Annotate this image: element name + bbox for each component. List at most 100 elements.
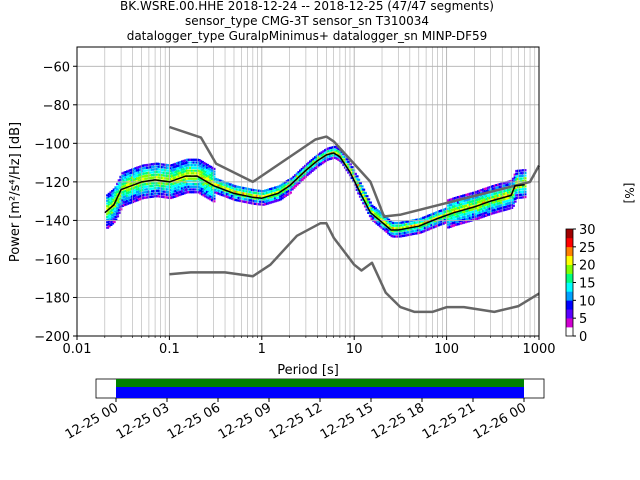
pdf-cell — [320, 162, 324, 165]
pdf-cell — [154, 187, 158, 190]
pdf-cell — [518, 191, 522, 194]
pdf-cell — [235, 199, 239, 202]
pdf-cell — [503, 189, 507, 192]
pdf-cell — [463, 207, 467, 210]
pdf-cell — [285, 182, 289, 186]
pdf-cell — [297, 181, 301, 185]
pdf-cell — [513, 197, 517, 200]
pdf-cell — [210, 166, 214, 169]
pdf-cell — [470, 208, 474, 211]
pdf-cell — [127, 169, 131, 172]
pdf-cell — [249, 201, 253, 205]
pdf-cell — [207, 175, 211, 178]
pdf-cell — [202, 188, 206, 192]
pdf-cell — [139, 173, 143, 176]
pdf-cell — [230, 189, 234, 192]
pdf-cell — [495, 208, 499, 211]
pdf-cell — [187, 169, 191, 172]
pdf-cell — [520, 185, 524, 188]
pdf-cell — [124, 171, 128, 174]
pdf-cell — [418, 231, 422, 234]
pdf-cell — [437, 218, 441, 221]
title-line: datalogger_type GuralpMinimus+ datalogge… — [127, 29, 488, 43]
pdf-cell — [478, 200, 482, 203]
pdf-cell — [111, 206, 115, 209]
pdf-cell — [300, 178, 304, 181]
pdf-cell — [202, 164, 206, 167]
pdf-cell — [252, 197, 256, 200]
pdf-cell — [185, 191, 189, 194]
pdf-cell — [137, 166, 141, 169]
pdf-cell — [139, 192, 143, 195]
pdf-cell — [460, 200, 464, 203]
pdf-cell — [174, 168, 178, 171]
pdf-cell — [390, 226, 394, 230]
pdf-cell — [510, 204, 514, 207]
pdf-cell — [324, 157, 327, 160]
pdf-cell — [182, 186, 186, 189]
pdf-cell — [106, 221, 110, 224]
pdf-cell — [495, 200, 499, 203]
pdf-cell — [403, 229, 407, 232]
pdf-cell — [415, 224, 419, 227]
pdf-cell — [136, 185, 139, 188]
pdf-cell — [312, 168, 316, 171]
y-axis-ticks: −200−180−160−140−120−100−80−60 — [34, 60, 77, 345]
pdf-cell — [510, 190, 514, 193]
pdf-cell — [212, 175, 216, 179]
pdf-cell — [488, 188, 492, 191]
pdf-cell — [154, 162, 158, 165]
pdf-cell — [111, 190, 115, 193]
pdf-cell — [124, 203, 128, 206]
y-tick-label: −200 — [34, 330, 70, 345]
pdf-cell — [427, 220, 431, 223]
pdf-cell — [284, 194, 287, 197]
pdf-cell — [460, 211, 464, 214]
pdf-cell — [382, 219, 386, 222]
pdf-cell — [151, 165, 154, 169]
pdf-cell — [488, 194, 492, 197]
pdf-cell — [398, 229, 402, 233]
pdf-cell — [413, 229, 417, 232]
pdf-cell — [496, 191, 500, 194]
pdf-cell — [490, 193, 494, 196]
pdf-cell — [107, 225, 111, 228]
pdf-cell — [225, 193, 229, 196]
pdf-cell — [407, 225, 411, 228]
pdf-cell — [122, 182, 126, 185]
pdf-cell — [222, 183, 226, 186]
pdf-cell — [169, 186, 173, 189]
pdf-cell — [423, 224, 427, 227]
pdf-cell — [182, 159, 186, 162]
pdf-cell — [277, 185, 281, 188]
pdf-cell — [149, 168, 153, 171]
pdf-cell — [495, 186, 499, 189]
pdf-cell — [254, 192, 258, 195]
pdf-cell — [234, 193, 238, 196]
pdf-cell — [352, 172, 356, 175]
pdf-cell — [124, 176, 128, 179]
pdf-cell — [106, 215, 110, 218]
pdf-cell — [422, 224, 426, 227]
pdf-cell — [457, 201, 460, 204]
pdf-cell — [141, 170, 144, 173]
pdf-cell — [114, 191, 118, 194]
pdf-cell — [510, 198, 514, 201]
pdf-cell — [422, 230, 426, 233]
pdf-cell — [139, 168, 143, 171]
pdf-cell — [510, 187, 514, 191]
pdf-cell — [458, 195, 462, 198]
pdf-cell — [467, 212, 470, 215]
pdf-cell — [305, 163, 309, 166]
pdf-cell — [367, 201, 371, 204]
pdf-cell — [260, 190, 264, 193]
pdf-cell — [114, 189, 118, 192]
pdf-cell — [199, 168, 203, 171]
pdf-cell — [174, 173, 178, 176]
pdf-cell — [182, 178, 186, 181]
pdf-cell — [137, 184, 141, 188]
pdf-cell — [521, 185, 525, 188]
pdf-cell — [117, 200, 121, 204]
pdf-cell — [503, 208, 507, 211]
pdf-cell — [137, 174, 141, 177]
